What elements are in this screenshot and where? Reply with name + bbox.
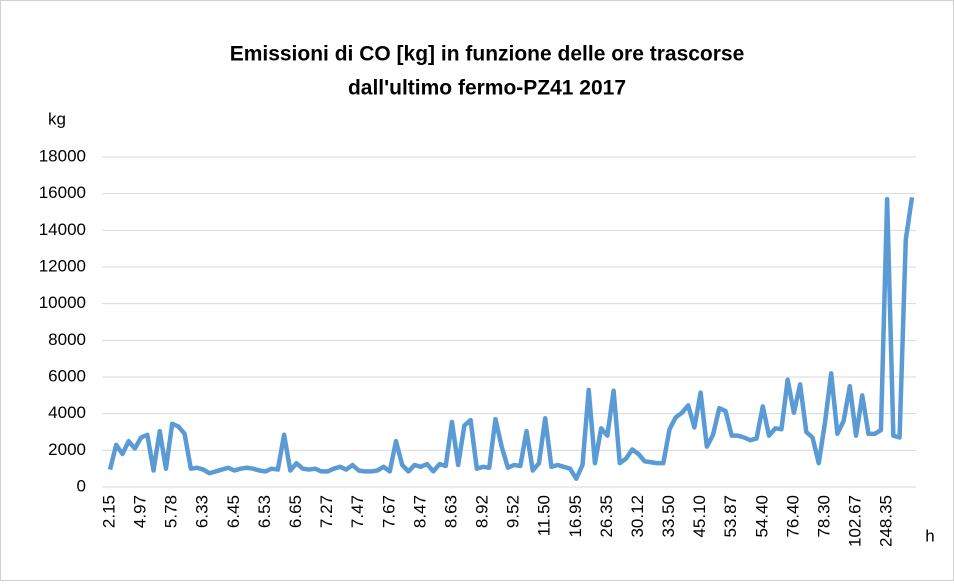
- x-tick-label: 8.47: [410, 495, 429, 528]
- y-tick-label: 14000: [39, 220, 86, 239]
- y-tick-label: 12000: [39, 256, 86, 275]
- y-tick-label: 0: [77, 476, 86, 495]
- x-axis-label: h: [925, 526, 934, 545]
- y-tick-label: 18000: [39, 146, 86, 165]
- x-tick-label: 7.67: [379, 495, 398, 528]
- x-tick-label: 5.78: [162, 495, 181, 528]
- x-tick-label: 6.65: [286, 495, 305, 528]
- x-tick-label: 9.52: [504, 495, 523, 528]
- x-tick-label: 248.35: [877, 495, 896, 547]
- x-tick-label: 16.95: [566, 495, 585, 538]
- chart-title: dall'ultimo fermo-PZ41 2017: [348, 77, 626, 100]
- y-tick-label: 16000: [39, 183, 86, 202]
- x-tick-label: 30.12: [628, 495, 647, 538]
- x-tick-label: 8.92: [473, 495, 492, 528]
- x-tick-label: 6.45: [224, 495, 243, 528]
- x-tick-label: 78.30: [814, 495, 833, 538]
- y-tick-label: 6000: [48, 366, 86, 385]
- x-tick-label: 6.53: [255, 495, 274, 528]
- y-tick-label: 8000: [48, 330, 86, 349]
- chart-title: Emissioni di CO [kg] in funzione delle o…: [230, 43, 745, 66]
- x-tick-label: 8.63: [441, 495, 460, 528]
- x-tick-label: 102.67: [846, 495, 865, 547]
- y-tick-label: 2000: [48, 440, 86, 459]
- x-tick-label: 7.27: [317, 495, 336, 528]
- data-line: [107, 196, 915, 481]
- x-tick-label: 2.15: [99, 495, 118, 528]
- x-tick-label: 53.87: [721, 495, 740, 538]
- x-tick-label: 33.50: [659, 495, 678, 538]
- y-axis-label: kg: [48, 109, 66, 128]
- x-tick-label: 6.33: [193, 495, 212, 528]
- y-tick-label: 10000: [39, 293, 86, 312]
- x-tick-label: 11.50: [535, 495, 554, 536]
- x-tick-label: 7.47: [348, 495, 367, 528]
- y-tick-label: 4000: [48, 403, 86, 422]
- x-tick-label: 54.40: [752, 495, 771, 538]
- x-tick-label: 76.40: [783, 495, 802, 538]
- x-tick-label: 26.35: [597, 495, 616, 538]
- x-tick-label: 4.97: [131, 495, 150, 528]
- x-tick-label: 45.10: [690, 495, 709, 538]
